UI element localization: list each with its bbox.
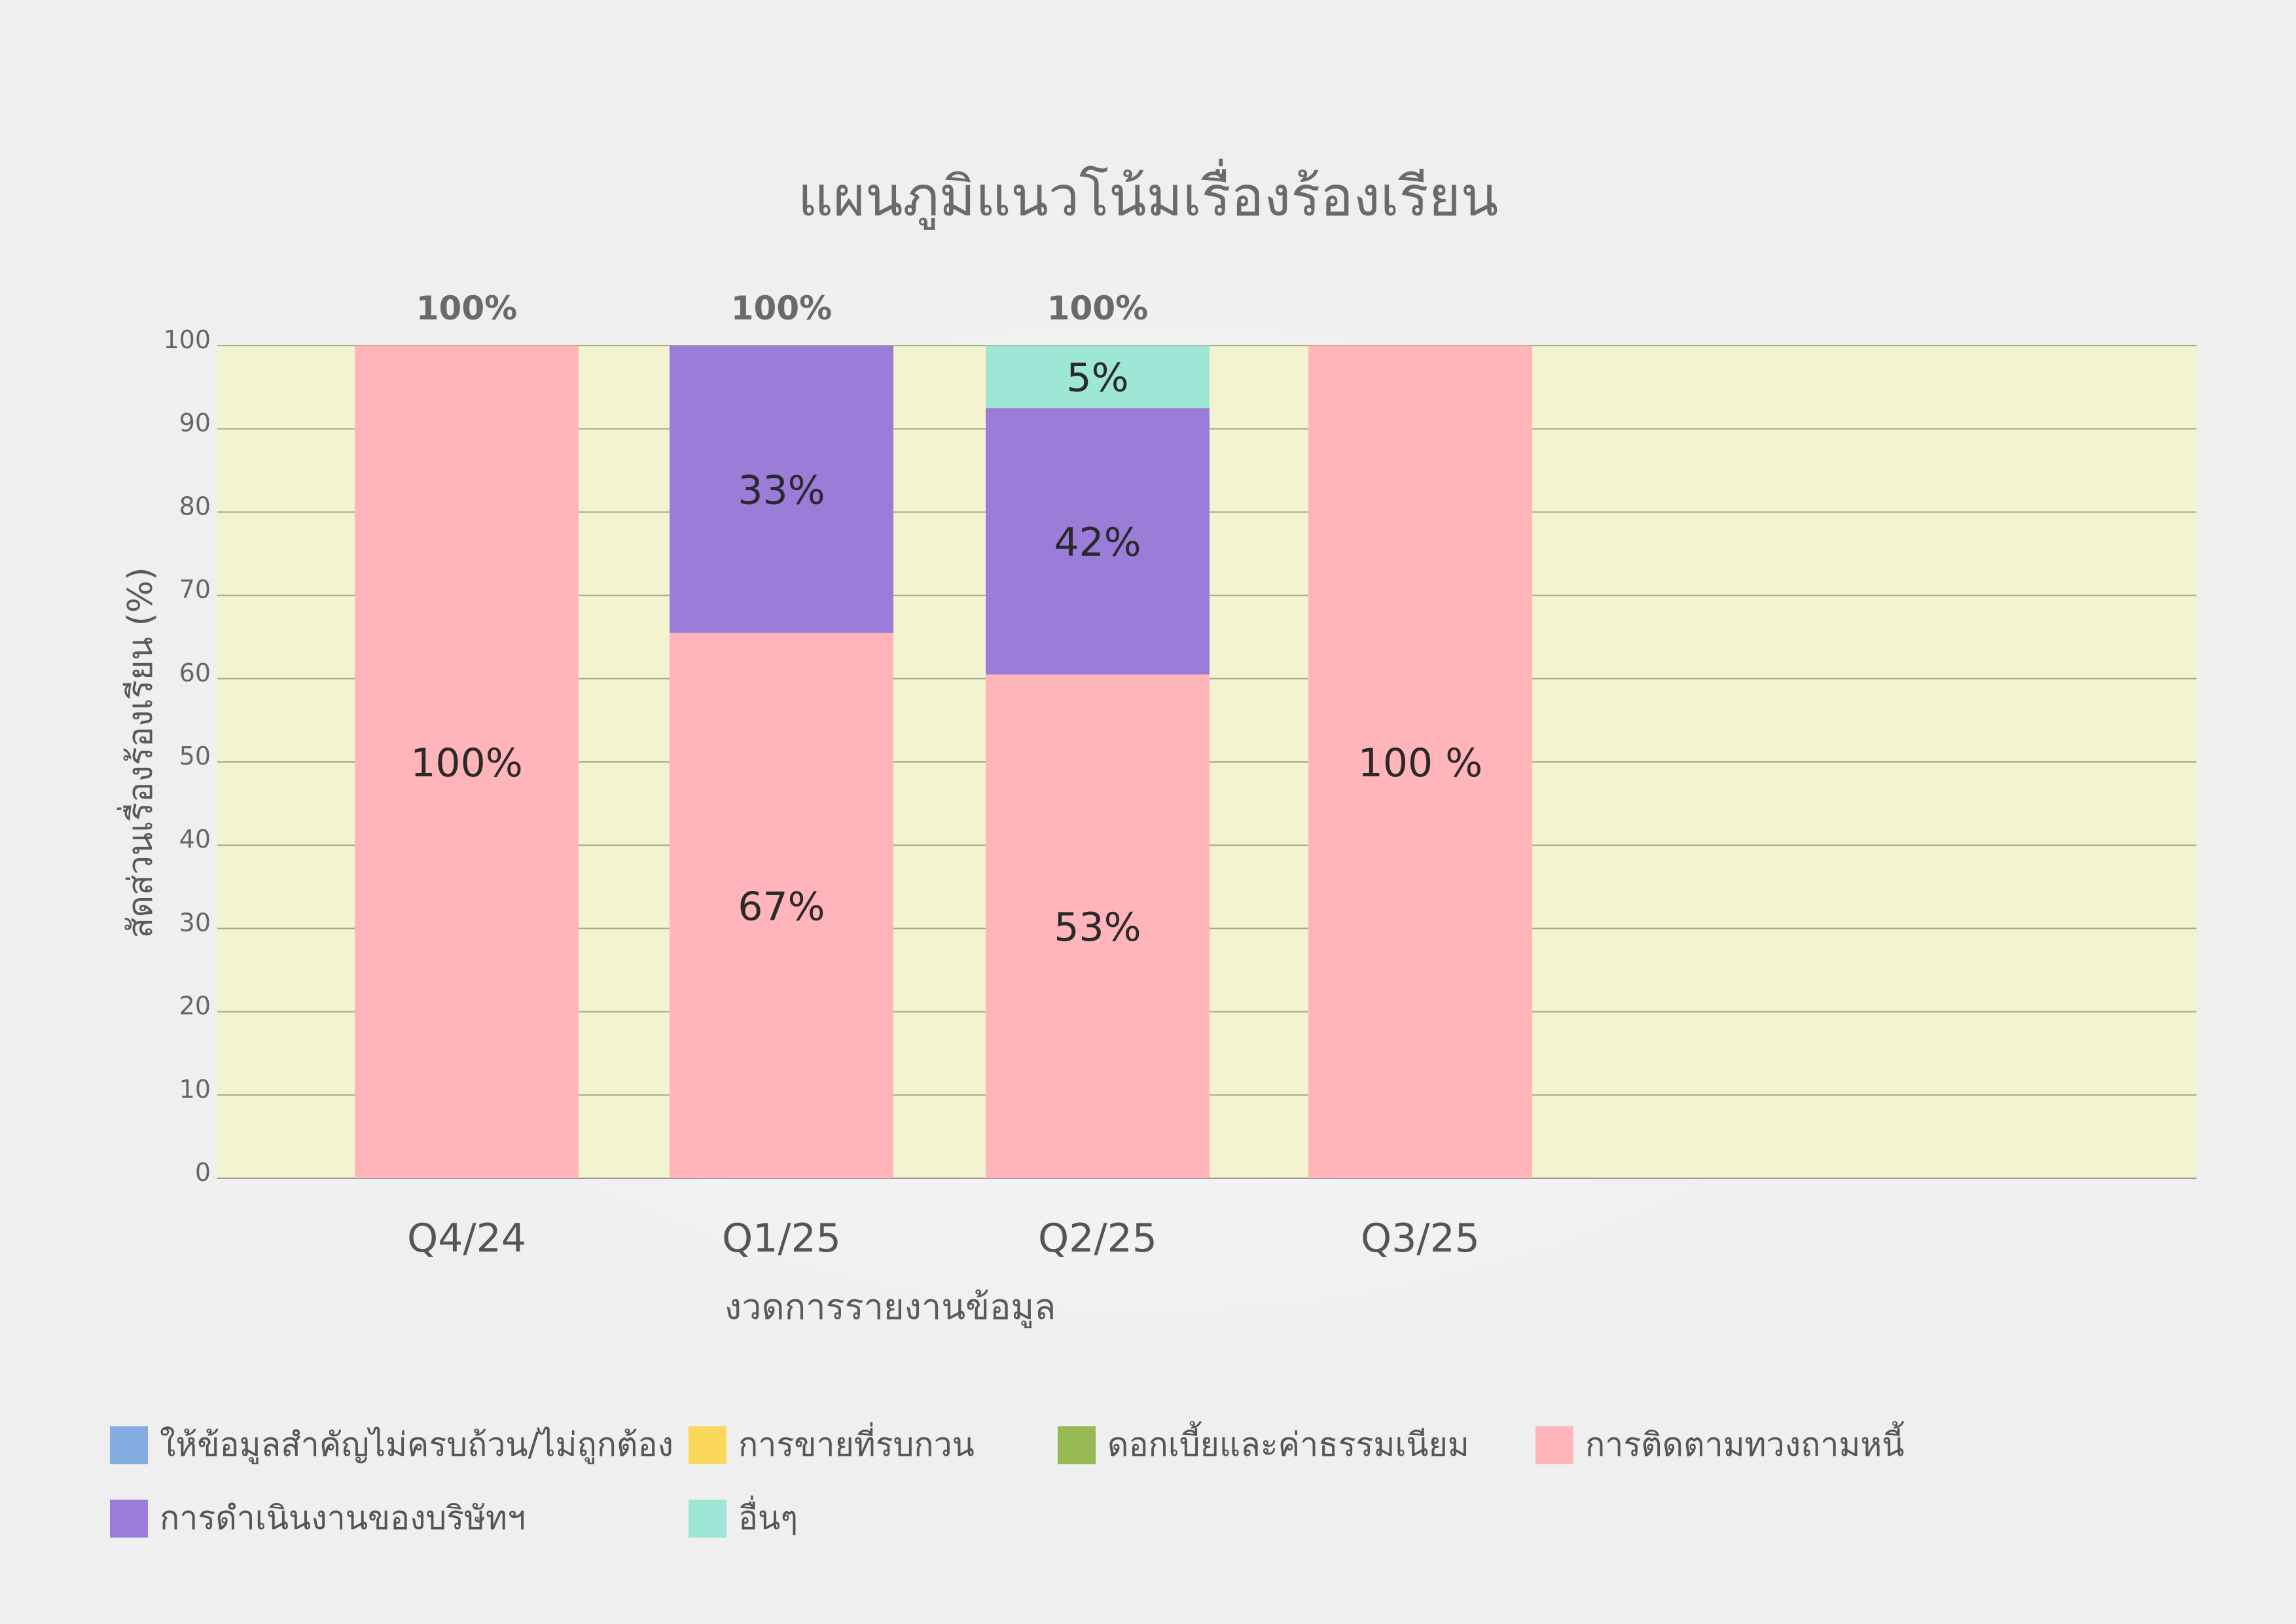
x-tick-label: Q2/25 <box>1038 1216 1157 1261</box>
legend-label: การติดตามทวงถามหนี้ <box>1585 1426 1905 1464</box>
legend-swatch <box>689 1499 726 1538</box>
legend-item: อื่นๆ <box>689 1492 798 1544</box>
y-tick-label: 80 <box>179 492 211 520</box>
legend-label: ดอกเบี้ยและค่าธรรมเนียม <box>1107 1426 1469 1464</box>
bar-segment <box>986 346 1210 408</box>
y-tick-label: 50 <box>179 742 211 770</box>
legend-swatch <box>110 1426 148 1464</box>
bar-value-label: 100 % <box>1358 740 1483 786</box>
bar-total-label: 100% <box>1047 289 1148 327</box>
chart-title: แผนภูมิแนวโน้มเรื่องร้องเรียน <box>797 164 1499 228</box>
legend-swatch <box>110 1499 148 1538</box>
y-tick-label: 60 <box>179 659 211 687</box>
bar-value-label: 100% <box>410 740 523 786</box>
bar-value-label: 42% <box>1054 520 1141 566</box>
bar-segment <box>1308 346 1532 1178</box>
y-tick-label: 10 <box>179 1075 211 1104</box>
bar-segment <box>670 346 893 633</box>
bar-segment <box>670 632 893 1178</box>
legend-item: การขายที่รบกวน <box>689 1419 975 1471</box>
legend-label: อื่นๆ <box>738 1499 798 1537</box>
legend-swatch <box>1058 1426 1096 1464</box>
legend-item: ให้ข้อมูลสำคัญไม่ครบถ้วน/ไม่ถูกต้อง <box>110 1419 673 1471</box>
y-tick-label: 40 <box>179 825 211 854</box>
legend-item: การติดตามทวงถามหนี้ <box>1535 1419 1905 1471</box>
y-axis-title: สัดส่วนเรื่องร้องเรียน (%) <box>117 567 160 938</box>
bar-value-label: 5% <box>1066 355 1128 401</box>
bar-total-label: 100% <box>416 289 517 327</box>
legend-item: ดอกเบี้ยและค่าธรรมเนียม <box>1058 1419 1469 1471</box>
x-tick-label: Q3/25 <box>1361 1216 1480 1261</box>
bar-segment <box>986 674 1210 1178</box>
legend-swatch <box>1535 1426 1573 1464</box>
x-tick-label: Q4/24 <box>407 1216 526 1261</box>
y-tick-label: 20 <box>179 992 211 1020</box>
x-axis-title: งวดการรายงานข้อมูล <box>725 1286 1056 1328</box>
bar-value-label: 67% <box>738 884 825 929</box>
legend-label: ให้ข้อมูลสำคัญไม่ครบถ้วน/ไม่ถูกต้อง <box>160 1426 673 1464</box>
legend-label: การดำเนินงานของบริษัทฯ <box>160 1499 526 1537</box>
y-tick-label: 90 <box>179 408 211 437</box>
legend-item: การดำเนินงานของบริษัทฯ <box>110 1492 526 1544</box>
x-tick-label: Q1/25 <box>722 1216 841 1261</box>
bar-segment <box>355 346 579 1178</box>
legend-label: การขายที่รบกวน <box>738 1426 975 1464</box>
bar-segment <box>986 408 1210 675</box>
y-tick-label: 70 <box>179 575 211 604</box>
legend: ให้ข้อมูลสำคัญไม่ครบถ้วน/ไม่ถูกต้อง การขา… <box>110 1419 2204 1576</box>
bar-value-label: 33% <box>738 467 825 513</box>
legend-swatch <box>689 1426 726 1464</box>
y-tick-label: 0 <box>195 1158 211 1187</box>
y-tick-label: 100 <box>163 325 211 354</box>
bar-value-label: 53% <box>1054 905 1141 950</box>
y-tick-label: 30 <box>179 908 211 937</box>
bar-total-label: 100% <box>731 289 832 327</box>
